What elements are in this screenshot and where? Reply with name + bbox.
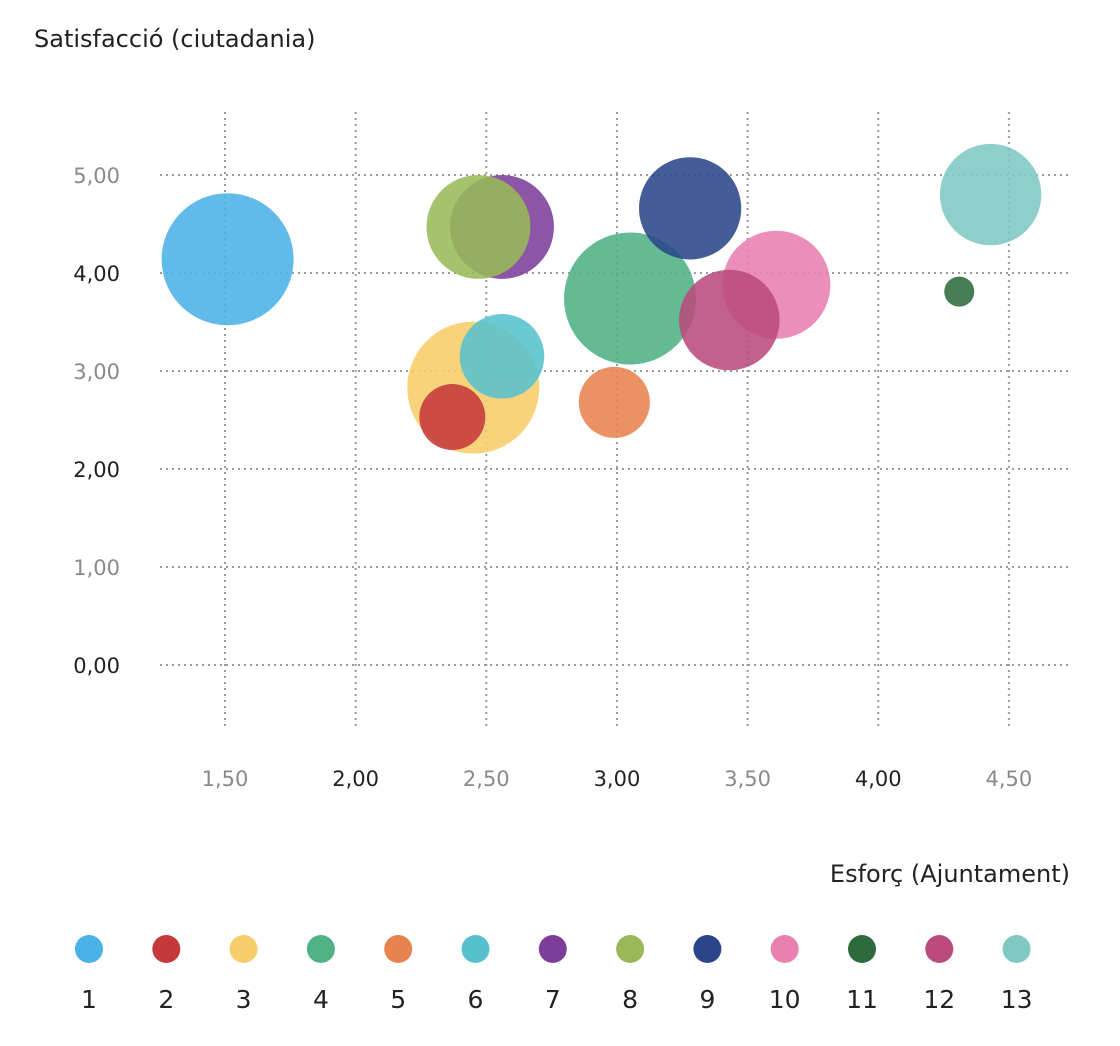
- legend-swatch-3: [229, 935, 258, 963]
- legend-label: 12: [923, 985, 955, 1014]
- legend-swatch-6: [461, 935, 490, 963]
- y-tick-label: 0,00: [73, 654, 120, 678]
- x-tick-label: 3,50: [724, 767, 771, 791]
- bubbles: [161, 143, 1042, 454]
- legend-label: 13: [1001, 985, 1033, 1014]
- legend-label: 8: [622, 985, 638, 1014]
- legend: 1 2 3 4 5 6 7 8 9 10 11 12 13: [75, 935, 1033, 1014]
- x-tick-label: 1,50: [202, 767, 249, 791]
- legend-swatch-12: [925, 935, 954, 963]
- bubble-series-4: [564, 232, 697, 365]
- legend-swatch-1: [75, 935, 103, 963]
- legend-swatch-10: [770, 935, 799, 963]
- legend-label: 2: [158, 985, 174, 1014]
- y-tick-label: 1,00: [73, 556, 120, 580]
- bubble-series-9: [638, 157, 742, 260]
- y-tick-label: 3,00: [73, 360, 120, 384]
- legend-swatch-5: [384, 935, 413, 963]
- x-axis-title: Esforç (Ajuntament): [830, 860, 1070, 888]
- legend-label: 4: [313, 985, 329, 1014]
- legend-label: 3: [236, 985, 252, 1014]
- legend-swatch-7: [538, 935, 567, 963]
- bubble-series-11: [944, 276, 975, 307]
- bubble-series-5: [578, 366, 650, 438]
- y-tick-label: 2,00: [73, 458, 120, 482]
- y-axis-tick-labels: 0,00 1,00 2,00 3,00 4,00 5,00: [73, 164, 120, 678]
- bubble-series-1: [161, 193, 294, 326]
- x-tick-label: 2,00: [332, 767, 379, 791]
- legend-label: 1: [81, 985, 97, 1014]
- legend-swatch-2: [152, 935, 181, 963]
- y-tick-label: 5,00: [73, 164, 120, 188]
- x-tick-label: 2,50: [463, 767, 510, 791]
- legend-swatch-11: [848, 935, 876, 963]
- legend-label: 11: [846, 985, 878, 1014]
- x-axis-tick-labels: 1,50 2,00 2,50 3,00 3,50 4,00 4,50: [202, 767, 1033, 791]
- bubble-series-12: [679, 269, 780, 371]
- legend-swatch-4: [306, 935, 335, 963]
- legend-label: 10: [769, 985, 801, 1014]
- y-axis-title: Satisfacció (ciutadania): [34, 25, 316, 53]
- legend-swatch-9: [693, 935, 722, 963]
- x-tick-label: 3,00: [594, 767, 641, 791]
- bubble-series-2: [419, 384, 486, 451]
- bubble-series-13: [939, 143, 1042, 246]
- legend-swatch-13: [1002, 935, 1031, 963]
- y-tick-label: 4,00: [73, 262, 120, 286]
- legend-label: 5: [390, 985, 406, 1014]
- x-tick-label: 4,00: [855, 767, 902, 791]
- legend-label: 6: [468, 985, 484, 1014]
- x-tick-label: 4,50: [986, 767, 1033, 791]
- legend-swatch-8: [616, 935, 645, 963]
- legend-label: 7: [545, 985, 561, 1014]
- legend-label: 9: [699, 985, 715, 1014]
- bubble-series-6: [459, 314, 545, 399]
- bubble-series-8: [426, 174, 531, 279]
